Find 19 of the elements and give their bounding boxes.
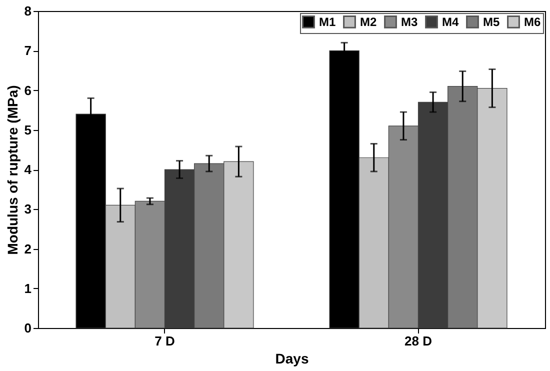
legend-label: M4 — [442, 14, 459, 29]
y-tick-label: 0 — [24, 320, 32, 336]
y-tick-label: 5 — [24, 122, 32, 138]
legend-label: M5 — [483, 14, 500, 29]
x-axis-title: Days — [275, 350, 309, 366]
legend-label: M2 — [360, 14, 377, 29]
y-tick-label: 8 — [24, 4, 32, 18]
x-tick-label: 28 D — [404, 334, 432, 348]
y-tick-label: 1 — [24, 280, 32, 296]
x-tick-label: 7 D — [154, 334, 175, 348]
legend-label: M3 — [401, 14, 418, 29]
y-tick-label: 7 — [24, 43, 32, 58]
y-axis-title: Modulus of rupture (MPa) — [4, 85, 20, 255]
y-tick-label: 2 — [24, 241, 32, 256]
y-tick-label: 3 — [24, 202, 32, 217]
y-tick-label: 4 — [24, 162, 32, 177]
legend-label: M1 — [319, 14, 336, 29]
legend-label: M6 — [524, 14, 541, 29]
y-tick-label: 6 — [24, 82, 32, 98]
